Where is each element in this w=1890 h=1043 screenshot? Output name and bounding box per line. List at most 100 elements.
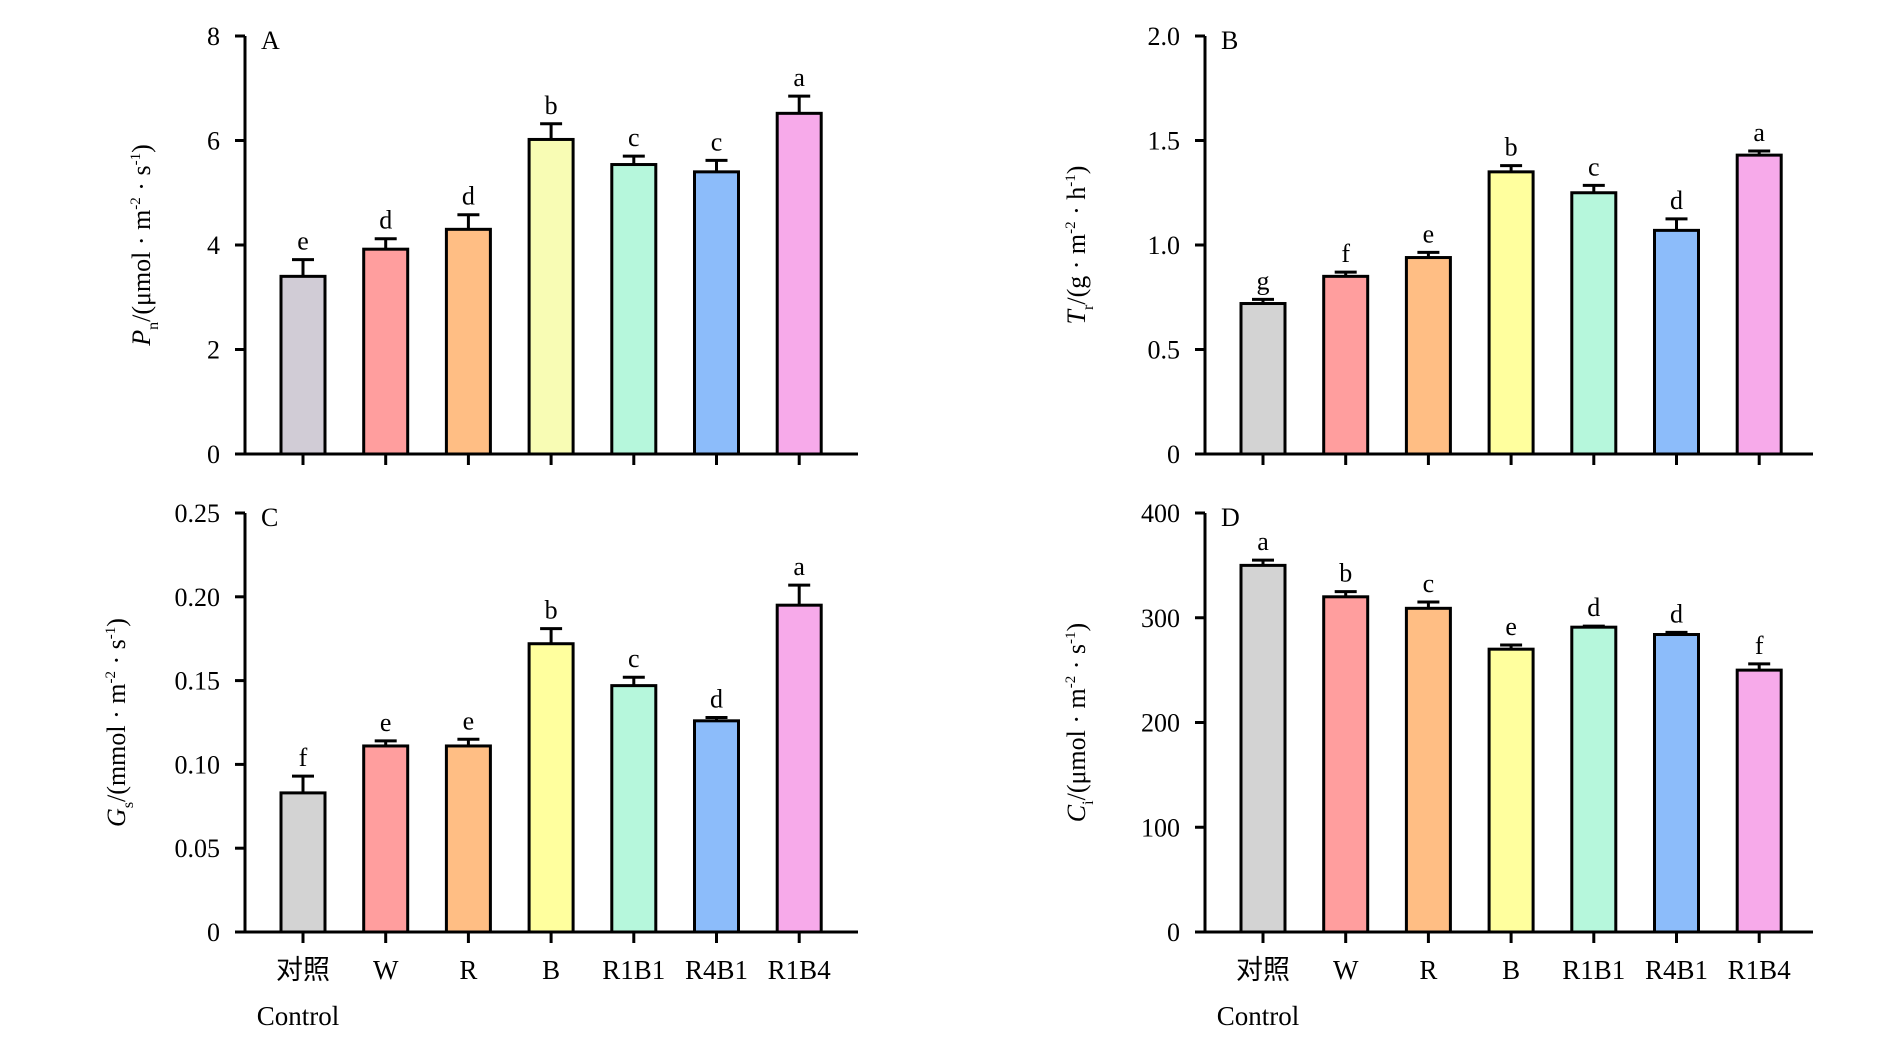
- x-tick-label: R1B4: [768, 955, 832, 985]
- y-tick-label: 0.10: [175, 750, 221, 779]
- x-tick-label: R1B4: [1728, 955, 1792, 985]
- panel-label: A: [261, 26, 280, 55]
- bar: [279, 791, 327, 934]
- significance-letter: d: [1587, 593, 1600, 622]
- x-tick-label: R1B1: [1562, 955, 1625, 985]
- significance-letter: f: [1341, 239, 1350, 268]
- bar: [1653, 633, 1700, 934]
- bar: [1404, 606, 1452, 934]
- y-tick-label: 200: [1141, 709, 1180, 738]
- y-tick-label: 300: [1141, 604, 1180, 633]
- significance-letter: c: [711, 127, 723, 156]
- y-tick-label: 0.5: [1148, 336, 1181, 365]
- panel-C: 0 0.05 0.10 0.15 0.20 0.25 C Gs/(mmol · m-2 · s…: [102, 499, 858, 1031]
- significance-letter: c: [628, 123, 640, 152]
- y-tick-label: 1.0: [1148, 231, 1181, 260]
- bar: [444, 227, 492, 456]
- panel-B: 0 0.5 1.0 1.5 2.0 B Tr/(g · m-2 · h-1) g f e b c d a: [1062, 22, 1813, 469]
- significance-letter: e: [1423, 219, 1435, 248]
- significance-letter: d: [710, 684, 723, 713]
- y-tick-label: 6: [207, 127, 220, 156]
- y-tick-label: 4: [207, 231, 220, 260]
- y-tick-label: 0: [207, 440, 220, 469]
- y-tick-label: 0: [207, 918, 220, 947]
- panel-D: 0 100 200 300 400 D Ci/(μmol · m-2 · s-1) a 对照 b W…: [1062, 499, 1813, 1031]
- x-tick-label: 对照: [276, 955, 330, 985]
- significance-letter: a: [1753, 118, 1765, 147]
- x-tick-label: R1B1: [602, 955, 665, 985]
- x-tick-label: B: [542, 955, 560, 985]
- significance-letter: e: [297, 227, 309, 256]
- x-tick-label: W: [373, 955, 399, 985]
- panel-label: D: [1221, 503, 1240, 532]
- y-tick-label: 0.20: [175, 583, 221, 612]
- bar: [1404, 256, 1452, 456]
- bar: [693, 170, 740, 456]
- significance-letter: e: [380, 708, 392, 737]
- x-tick-label: R4B1: [1645, 955, 1708, 985]
- significance-letter: f: [1755, 631, 1764, 660]
- y-axis-label: Tr/(g · m-2 · h-1): [1062, 166, 1097, 325]
- bar: [610, 163, 658, 456]
- significance-letter: c: [628, 644, 640, 673]
- bar: [610, 684, 658, 934]
- y-tick-label: 0.25: [175, 499, 221, 528]
- y-tick-label: 0.05: [175, 834, 221, 863]
- panel-label: C: [261, 503, 278, 532]
- bar: [527, 642, 575, 934]
- bar: [444, 744, 492, 934]
- y-tick-label: 0: [1167, 918, 1180, 947]
- significance-letter: e: [463, 706, 475, 735]
- bar: [362, 247, 410, 456]
- bar: [1570, 625, 1618, 934]
- bar: [1487, 170, 1535, 456]
- panel-A: 0 2 4 6 8 A Pn/(μmol · m-2 · s-1) e d d b c c a: [127, 22, 858, 469]
- x-tick-label: R4B1: [685, 955, 748, 985]
- x-sublabel: Control: [1217, 1001, 1300, 1031]
- bar: [1570, 191, 1618, 456]
- y-axis-label: Gs/(mmol · m-2 · s-1): [102, 618, 137, 827]
- y-tick-label: 0: [1167, 440, 1180, 469]
- bar: [1487, 647, 1535, 934]
- significance-letter: b: [545, 596, 558, 625]
- significance-letter: c: [1588, 152, 1600, 181]
- y-tick-label: 0.15: [175, 667, 221, 696]
- bar: [1735, 153, 1783, 456]
- y-tick-label: 400: [1141, 499, 1180, 528]
- y-axis-label: Ci/(μmol · m-2 · s-1): [1062, 623, 1097, 822]
- bar: [527, 137, 575, 456]
- significance-letter: a: [1257, 527, 1269, 556]
- significance-letter: d: [462, 182, 475, 211]
- y-tick-label: 2.0: [1148, 22, 1181, 51]
- bar: [775, 111, 823, 456]
- x-tick-label: 对照: [1236, 955, 1290, 985]
- y-tick-label: 1.5: [1148, 127, 1181, 156]
- significance-letter: c: [1423, 569, 1435, 598]
- significance-letter: g: [1257, 266, 1270, 295]
- significance-letter: a: [793, 63, 805, 92]
- bar: [1322, 274, 1370, 456]
- bar: [693, 719, 740, 934]
- y-tick-label: 8: [207, 22, 220, 51]
- significance-letter: d: [1670, 186, 1683, 215]
- x-tick-label: R: [459, 955, 477, 985]
- bar: [362, 744, 410, 934]
- significance-letter: b: [545, 91, 558, 120]
- x-tick-label: B: [1502, 955, 1520, 985]
- bar: [1735, 668, 1783, 934]
- x-tick-label: R: [1419, 955, 1437, 985]
- y-tick-label: 2: [207, 336, 220, 365]
- bar: [279, 274, 327, 456]
- significance-letter: a: [793, 552, 805, 581]
- bar: [1322, 595, 1370, 934]
- significance-letter: b: [1505, 133, 1518, 162]
- y-axis-label: Pn/(μmol · m-2 · s-1): [127, 144, 162, 347]
- significance-letter: b: [1339, 559, 1352, 588]
- significance-letter: d: [1670, 599, 1683, 628]
- significance-letter: e: [1505, 612, 1517, 641]
- significance-letter: f: [299, 743, 308, 772]
- bar: [1653, 228, 1700, 456]
- panel-label: B: [1221, 26, 1238, 55]
- bar: [775, 603, 823, 934]
